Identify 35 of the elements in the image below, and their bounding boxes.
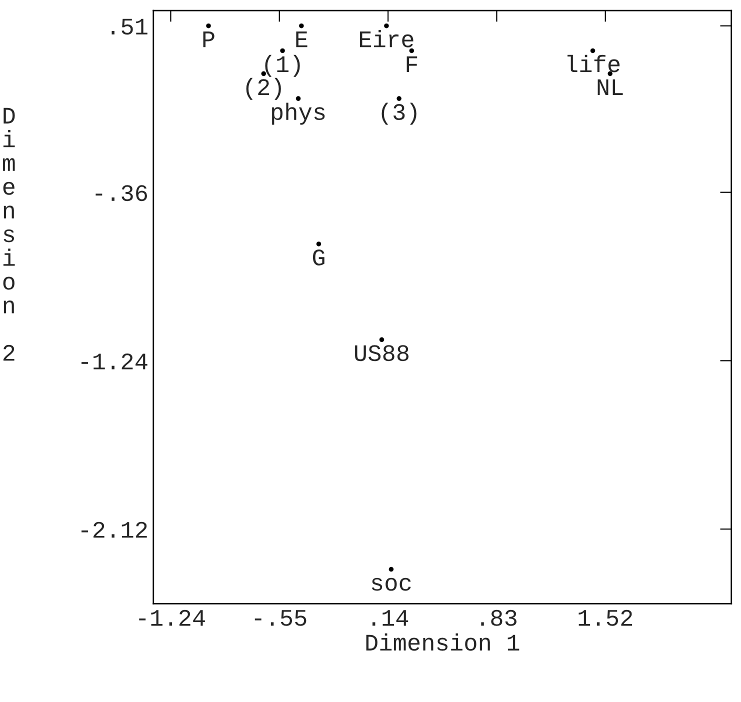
point: [206, 23, 211, 28]
point: [379, 337, 384, 342]
point: [409, 48, 414, 54]
point: [296, 96, 301, 101]
annotation: (1): [265, 54, 300, 77]
x-tick-label: 1.52: [578, 610, 632, 626]
point: [384, 23, 389, 28]
annotation: soc: [372, 578, 411, 591]
y-tick-label: .51: [112, 18, 148, 35]
annotation: Eire: [360, 30, 414, 48]
point: [388, 566, 394, 572]
annotation: P: [203, 32, 214, 48]
annotation: E: [296, 32, 308, 48]
text: Dimension 2: [2, 108, 15, 361]
point: [299, 23, 304, 28]
y-tick-label: -2.12: [82, 522, 147, 538]
point: [590, 48, 596, 54]
annotation: F: [406, 56, 418, 72]
annotation: NL: [598, 79, 623, 95]
annotation: (2): [246, 78, 281, 100]
annotation: phys: [272, 102, 325, 125]
annotation: life: [568, 54, 620, 72]
x-tick-label: -.55: [254, 610, 306, 626]
annotation: G: [312, 249, 324, 266]
y-tick-label: -1.24: [82, 353, 148, 370]
point: [396, 96, 402, 101]
x-tick-label: .83: [481, 610, 516, 626]
annotation: US88: [355, 345, 409, 362]
y-tick-label: -.36: [96, 185, 147, 202]
annotation: (3): [382, 102, 416, 125]
x-tick-label: -1.24: [139, 610, 205, 626]
point: [280, 48, 285, 54]
x-axis-title: Dimension 1: [366, 633, 520, 651]
x-tick-label: .14: [372, 610, 408, 626]
point: [316, 242, 322, 246]
